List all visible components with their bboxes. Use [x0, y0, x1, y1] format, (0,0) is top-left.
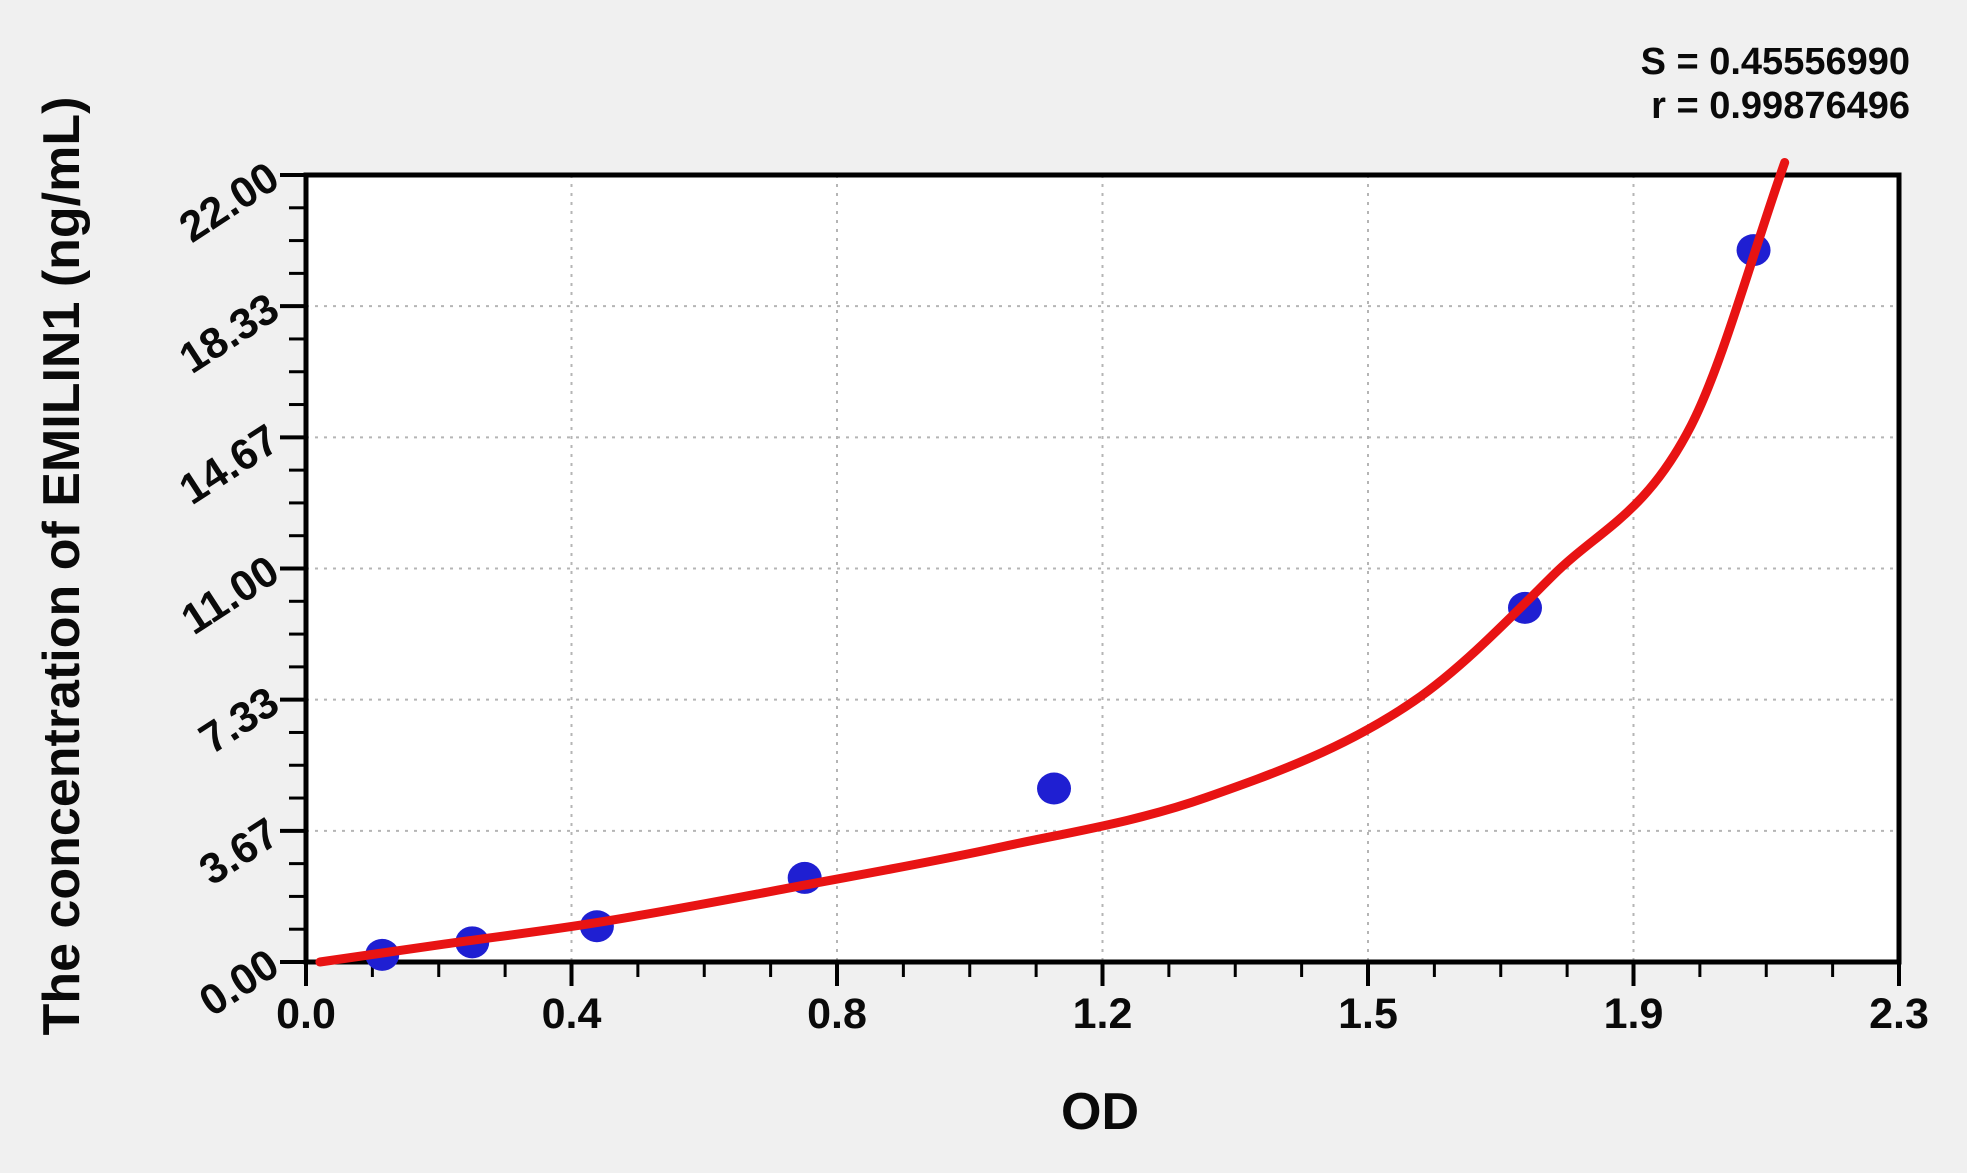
y-tick-label: 22.00 — [171, 153, 287, 252]
data-point — [1037, 772, 1072, 805]
fit-curve — [315, 158, 1790, 967]
y-axis-title: The concentration of EMILIN1 (ng/mL) — [33, 96, 91, 1036]
x-axis-title: OD — [1061, 1083, 1139, 1141]
y-tick-label: 11.00 — [173, 547, 287, 645]
x-tick-label: 1.5 — [1338, 990, 1398, 1038]
plot-area — [306, 175, 1899, 962]
x-tick-label: 0.8 — [807, 990, 867, 1038]
y-tick-label: 7.33 — [191, 678, 287, 764]
y-tick-label: 0.00 — [191, 940, 287, 1026]
x-tick-label: 0.0 — [276, 990, 336, 1038]
x-tick-label: 1.9 — [1604, 990, 1664, 1038]
stat-s-value: S = 0.45556990 — [1640, 41, 1910, 83]
stat-r-value: r = 0.99876496 — [1651, 85, 1910, 127]
y-tick-label: 3.67 — [191, 809, 287, 895]
y-tick-label: 14.67 — [171, 415, 287, 514]
plot-frame — [303, 172, 1902, 965]
x-tick-label: 0.4 — [542, 990, 602, 1038]
fit-stats: S = 0.45556990 r = 0.99876496 — [1641, 40, 1910, 128]
x-tick-label: 1.2 — [1073, 990, 1133, 1038]
x-tick-label: 2.3 — [1869, 990, 1929, 1038]
y-tick-label: 18.33 — [171, 284, 287, 383]
